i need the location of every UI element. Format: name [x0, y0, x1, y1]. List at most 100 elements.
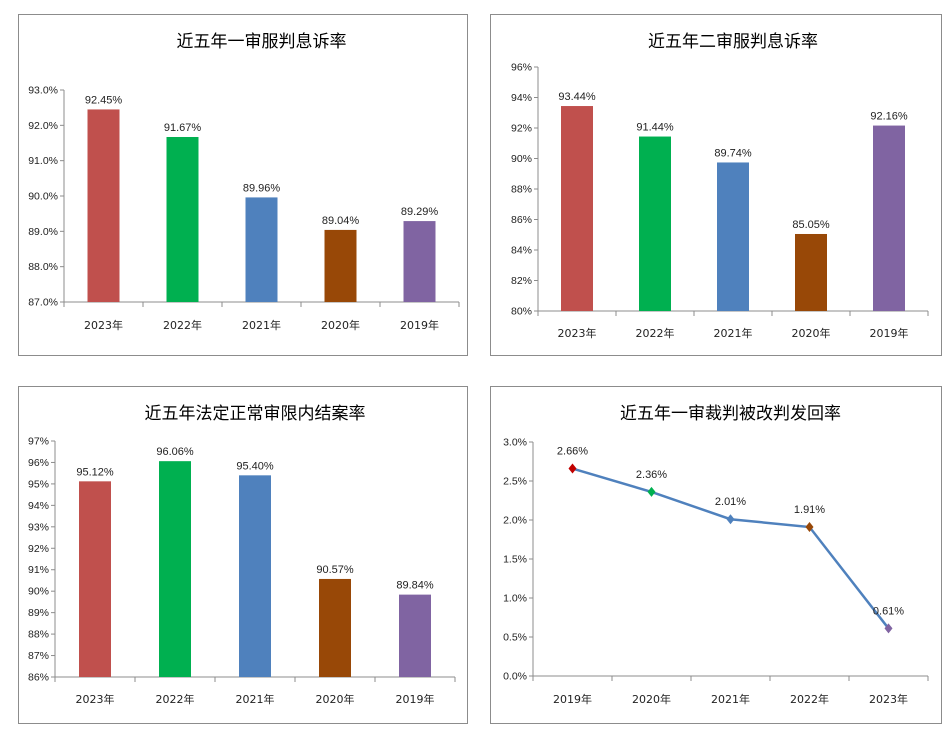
y-tick-label: 92% [511, 123, 532, 135]
y-tick-label: 93.0% [28, 85, 58, 97]
data-label: 96.06% [156, 446, 194, 458]
x-tick-label: 2021年 [711, 692, 750, 706]
chart-panel-closure-within-limit: 近五年法定正常审限内结案率 86% 87% 88% 89% 90% 91% 92% 93% 94%… [18, 386, 468, 724]
bar-chart-first-instance-acceptance: 近五年一审服判息诉率 87.0% 88.0% 89.0% 90.0% 91.0% 92.0%… [28, 32, 460, 332]
data-label: 0.61% [873, 605, 904, 617]
data-label: 95.40% [236, 460, 274, 472]
y-tick-label: 2.5% [503, 476, 527, 488]
y-tick-label: 96% [511, 62, 532, 74]
data-label: 2.36% [636, 469, 667, 481]
y-tick-label: 2.0% [503, 515, 527, 527]
data-label: 89.29% [401, 206, 439, 218]
chart-panel-second-instance-acceptance: 近五年二审服判息诉率 80% 82% 84% 86% 88% 90% 92% 94% 96% 202… [490, 14, 942, 356]
y-tick-label: 92.0% [28, 120, 58, 132]
y-tick-label: 88.0% [28, 261, 58, 273]
x-tick-label: 2019年 [400, 318, 439, 332]
y-tick-label: 88% [28, 629, 49, 641]
x-tick-label: 2021年 [242, 318, 281, 332]
y-tick-label: 93% [28, 521, 49, 533]
bar [639, 136, 671, 311]
x-tick-label: 2022年 [790, 692, 829, 706]
x-tick-label: 2021年 [236, 692, 275, 706]
y-tick-label: 0.5% [503, 632, 527, 644]
x-tick-label: 2019年 [396, 692, 435, 706]
y-tick-label: 97% [28, 436, 49, 448]
y-tick-label: 91% [28, 564, 49, 576]
data-point [884, 623, 893, 634]
y-tick-label: 94% [28, 500, 49, 512]
data-point [568, 463, 577, 474]
y-tick-label: 87.0% [28, 297, 58, 309]
line-chart-reversal-remand-rate: 近五年一审裁判被改判发回率 0.0% 0.5% 1.0% 1.5% 2.0% 2.5% 3.0… [503, 404, 929, 706]
chart-panel-first-instance-acceptance: 近五年一审服判息诉率 87.0% 88.0% 89.0% 90.0% 91.0% 92.0%… [18, 14, 468, 356]
chart-title: 近五年二审服判息诉率 [648, 32, 818, 52]
chart-title: 近五年一审服判息诉率 [177, 32, 347, 52]
data-label: 92.45% [85, 94, 123, 106]
y-tick-label: 1.0% [503, 593, 527, 605]
chart-title: 近五年一审裁判被改判发回率 [620, 404, 841, 424]
y-tick-label: 90% [511, 153, 532, 165]
y-tick-label: 96% [28, 457, 49, 469]
series-line [572, 467, 890, 630]
data-label: 1.91% [794, 504, 825, 516]
data-point [726, 514, 735, 525]
bar [79, 481, 111, 677]
data-point [647, 486, 656, 497]
x-tick-label: 2019年 [870, 326, 909, 340]
x-tick-label: 2020年 [632, 692, 671, 706]
bar [319, 578, 351, 677]
x-tick-label: 2022年 [163, 318, 202, 332]
data-label: 95.12% [76, 466, 114, 478]
bar [561, 106, 593, 311]
x-tick-label: 2023年 [558, 326, 597, 340]
y-tick-label: 3.0% [503, 437, 527, 449]
y-tick-label: 89.0% [28, 226, 58, 238]
y-tick-label: 92% [28, 543, 49, 555]
data-label: 91.67% [164, 122, 202, 134]
data-label: 2.01% [715, 496, 746, 508]
bar [873, 125, 905, 311]
y-tick-label: 95% [28, 478, 49, 490]
y-tick-label: 89% [28, 607, 49, 619]
bar [87, 109, 120, 302]
bar [403, 221, 436, 302]
data-label: 91.44% [636, 122, 674, 134]
y-tick-label: 88% [511, 184, 532, 196]
bar [239, 475, 271, 677]
y-tick-label: 80% [511, 306, 532, 318]
bar [159, 461, 191, 677]
bar [324, 229, 357, 302]
y-tick-label: 84% [511, 245, 532, 257]
bar [795, 233, 827, 311]
y-tick-label: 90.0% [28, 191, 58, 203]
bar-chart-second-instance-acceptance: 近五年二审服判息诉率 80% 82% 84% 86% 88% 90% 92% 94% 96% 202… [511, 32, 929, 340]
y-tick-label: 86% [511, 214, 532, 226]
chart-panel-reversal-remand-rate: 近五年一审裁判被改判发回率 0.0% 0.5% 1.0% 1.5% 2.0% 2.5% 3.0… [490, 386, 942, 724]
x-tick-label: 2023年 [869, 692, 908, 706]
x-tick-label: 2019年 [553, 692, 592, 706]
data-label: 2.66% [557, 446, 588, 458]
data-label: 90.57% [316, 564, 354, 576]
bar [166, 136, 199, 302]
y-tick-label: 86% [28, 672, 49, 684]
y-tick-label: 82% [511, 275, 532, 287]
chart-title: 近五年法定正常审限内结案率 [145, 404, 366, 424]
y-tick-label: 91.0% [28, 155, 58, 167]
x-tick-label: 2020年 [792, 326, 831, 340]
data-label: 89.04% [322, 215, 360, 227]
data-label: 89.74% [714, 147, 752, 159]
bar-chart-closure-within-limit: 近五年法定正常审限内结案率 86% 87% 88% 89% 90% 91% 92% 93% 94%… [28, 404, 456, 706]
y-tick-label: 90% [28, 586, 49, 598]
y-tick-label: 94% [511, 92, 532, 104]
data-point [805, 522, 814, 533]
data-label: 89.84% [396, 580, 434, 592]
x-tick-label: 2021年 [714, 326, 753, 340]
x-tick-label: 2020年 [316, 692, 355, 706]
data-label: 93.44% [558, 91, 596, 103]
bar [399, 594, 431, 677]
bar [717, 162, 749, 311]
x-tick-label: 2022年 [636, 326, 675, 340]
y-tick-label: 1.5% [503, 554, 527, 566]
data-label: 89.96% [243, 182, 281, 194]
x-tick-label: 2023年 [76, 692, 115, 706]
